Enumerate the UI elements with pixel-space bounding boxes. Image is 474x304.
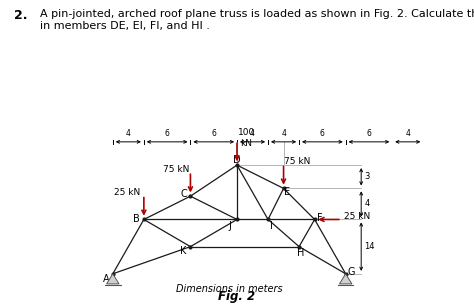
Text: 2.: 2. [14, 9, 27, 22]
Text: J: J [228, 221, 231, 231]
Text: 6: 6 [211, 129, 216, 138]
Text: 25 kN: 25 kN [114, 188, 140, 197]
Text: 6: 6 [320, 129, 325, 138]
Text: 4: 4 [281, 129, 286, 138]
Text: 75 kN: 75 kN [163, 164, 190, 174]
Text: 100
kN: 100 kN [237, 128, 255, 148]
Text: H: H [297, 248, 304, 258]
Text: G: G [347, 267, 355, 277]
Text: K: K [180, 246, 187, 256]
Text: 4: 4 [365, 199, 370, 209]
Text: D: D [233, 155, 241, 165]
Text: 75 kN: 75 kN [284, 157, 311, 166]
Text: 25 kN: 25 kN [344, 212, 370, 221]
Text: C: C [180, 189, 187, 199]
Polygon shape [339, 274, 352, 284]
Polygon shape [107, 274, 119, 284]
Text: Dimensions in meters: Dimensions in meters [176, 284, 283, 294]
Text: 4: 4 [126, 129, 131, 138]
Text: A: A [103, 274, 110, 284]
Text: 14: 14 [365, 242, 375, 251]
Text: Fig. 2: Fig. 2 [219, 290, 255, 303]
Text: 3: 3 [365, 172, 370, 181]
Text: 4: 4 [250, 129, 255, 138]
Text: F: F [317, 213, 323, 223]
Text: A pin-jointed, arched roof plane truss is loaded as shown in Fig. 2. Calculate t: A pin-jointed, arched roof plane truss i… [40, 9, 474, 31]
Text: 4: 4 [405, 129, 410, 138]
Text: E: E [284, 187, 291, 197]
Text: 6: 6 [164, 129, 170, 138]
Text: B: B [134, 214, 140, 224]
Text: I: I [271, 221, 273, 231]
Text: 6: 6 [366, 129, 372, 138]
